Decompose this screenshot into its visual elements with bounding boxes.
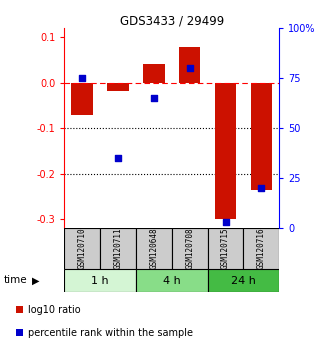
- Bar: [208, 269, 279, 292]
- Text: GSM120716: GSM120716: [257, 228, 266, 269]
- Bar: [243, 228, 279, 269]
- Bar: [136, 269, 208, 292]
- Bar: [71, 83, 93, 115]
- Point: [151, 96, 156, 101]
- Bar: [107, 83, 129, 91]
- Point: [259, 185, 264, 191]
- Title: GDS3433 / 29499: GDS3433 / 29499: [120, 14, 224, 27]
- Bar: [208, 228, 243, 269]
- Text: time: time: [3, 275, 27, 285]
- Text: 4 h: 4 h: [163, 275, 181, 286]
- Point: [116, 155, 121, 161]
- Text: percentile rank within the sample: percentile rank within the sample: [28, 328, 193, 338]
- Text: ▶: ▶: [32, 275, 39, 285]
- Text: GSM120715: GSM120715: [221, 228, 230, 269]
- Bar: [143, 64, 165, 83]
- Text: GSM120710: GSM120710: [78, 228, 87, 269]
- Bar: [179, 47, 200, 83]
- Point: [223, 219, 228, 225]
- Text: 1 h: 1 h: [91, 275, 109, 286]
- Text: GSM120648: GSM120648: [149, 228, 158, 269]
- Point: [187, 65, 192, 71]
- Bar: [100, 228, 136, 269]
- Point: [80, 75, 85, 81]
- Bar: [64, 269, 136, 292]
- Text: GSM120708: GSM120708: [185, 228, 194, 269]
- Bar: [251, 83, 272, 190]
- Bar: [64, 228, 100, 269]
- Text: log10 ratio: log10 ratio: [28, 305, 81, 315]
- Text: GSM120711: GSM120711: [113, 228, 123, 269]
- Bar: [172, 228, 208, 269]
- Bar: [215, 83, 236, 219]
- Bar: [136, 228, 172, 269]
- Text: 24 h: 24 h: [231, 275, 256, 286]
